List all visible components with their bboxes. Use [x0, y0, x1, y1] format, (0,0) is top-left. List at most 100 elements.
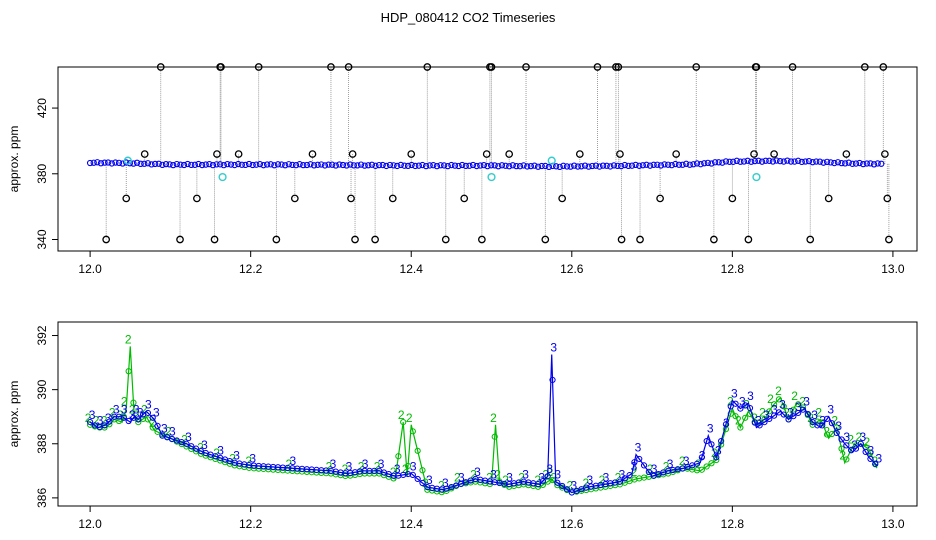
baseline-point	[502, 162, 509, 169]
series-marker-label: 3	[803, 395, 810, 409]
series-marker-label: 3	[811, 408, 818, 422]
baseline-point	[860, 160, 867, 168]
baseline-point	[433, 162, 441, 170]
series-marker-label: 2	[566, 478, 573, 492]
bottom-x-axis: 12.0 12.2 12.4 12.6 12.8 13.0	[78, 506, 905, 531]
series-marker-label: 2	[398, 408, 405, 422]
baseline-point	[238, 161, 245, 168]
baseline-point	[585, 163, 592, 170]
baseline-point	[379, 161, 386, 169]
series-point	[766, 415, 773, 422]
outlier-point	[234, 150, 243, 158]
baseline-point	[693, 160, 701, 167]
baseline-point	[332, 162, 339, 169]
baseline-point	[282, 162, 289, 169]
series-point	[703, 463, 710, 470]
baseline-point	[563, 163, 571, 170]
baseline-point	[791, 158, 798, 165]
series-marker-label: 2	[406, 411, 413, 425]
baseline-point	[852, 160, 860, 167]
baseline-point	[249, 161, 256, 169]
baseline-point	[867, 160, 874, 167]
series-point	[823, 415, 831, 422]
series-marker-label: 3	[619, 468, 626, 482]
series-marker-label: 3	[795, 400, 802, 414]
series-marker-label: 3	[851, 438, 858, 452]
outlier-point	[388, 194, 397, 203]
baseline-point	[834, 159, 842, 166]
series-marker-label: 3	[442, 476, 449, 490]
baseline-point	[123, 159, 130, 166]
series-point	[862, 448, 869, 455]
baseline-point	[235, 160, 242, 168]
series-point	[746, 410, 754, 418]
series-point	[154, 422, 161, 430]
baseline-point	[592, 162, 600, 169]
bottom-y-tick-label: 390	[35, 379, 49, 399]
baseline-point	[708, 160, 715, 167]
baseline-point	[744, 157, 751, 164]
cyan-point	[547, 156, 556, 165]
outlier-point	[770, 150, 778, 158]
series-point	[872, 460, 879, 467]
baseline-point	[289, 161, 296, 169]
outlier-point	[371, 235, 379, 244]
baseline-point	[646, 162, 654, 169]
series-marker-label: 2	[751, 411, 758, 425]
series-point	[192, 445, 200, 452]
baseline-point	[274, 161, 282, 168]
series-marker-label: 2	[847, 432, 854, 446]
baseline-point	[495, 163, 502, 170]
baseline-point	[784, 157, 791, 164]
top-plot-frame	[57, 66, 918, 252]
bottom-plot-frame	[57, 321, 918, 507]
baseline-point	[697, 161, 704, 168]
series-marker-label: 3	[522, 468, 529, 482]
baseline-point	[329, 161, 336, 168]
series-point	[852, 445, 860, 452]
series-marker-label: 2	[129, 403, 136, 417]
bottom-y-axis: 386 388 390 392	[35, 325, 58, 508]
series-point	[409, 471, 416, 478]
series-marker-label: 2	[550, 470, 557, 484]
baseline-point	[419, 161, 426, 169]
series-marker-label: 3	[133, 403, 140, 417]
series-marker-label: 3	[161, 422, 168, 436]
baseline-point	[217, 161, 224, 168]
series-marker-label: 2	[490, 411, 497, 425]
baseline-point	[372, 162, 379, 169]
outlier-point	[272, 235, 281, 244]
baseline-point	[715, 159, 722, 166]
series-marker-label: 3	[506, 470, 513, 484]
series-point	[708, 441, 715, 448]
series-marker-label: 3	[731, 386, 738, 400]
baseline-point	[542, 162, 549, 170]
series-marker-label: 2	[93, 414, 100, 428]
outlier-point	[478, 235, 486, 244]
baseline-point	[451, 162, 459, 169]
outlier-point	[710, 235, 718, 244]
baseline-point	[769, 158, 777, 165]
series-point	[149, 414, 156, 421]
outlier-point	[614, 63, 623, 71]
baseline-point	[90, 159, 97, 166]
baseline-point	[636, 162, 643, 169]
series-point	[409, 428, 416, 435]
series-marker-label: 2	[679, 454, 686, 468]
outlier-point	[140, 150, 149, 158]
outlier-point	[558, 194, 567, 203]
baseline-point	[86, 159, 94, 167]
bottom-x-tick-label: 12.4	[400, 517, 424, 531]
series-point	[737, 405, 744, 412]
series-marker-label: 3	[755, 414, 762, 428]
series-point	[761, 419, 768, 426]
baseline-point	[404, 162, 412, 170]
outlier-point	[210, 235, 219, 244]
series-marker-label: 3	[169, 424, 176, 438]
baseline-point	[177, 161, 184, 168]
baseline-point	[820, 159, 827, 166]
series-marker-label: 3	[201, 438, 208, 452]
series-marker-label: 3	[651, 462, 658, 476]
baseline-point	[162, 160, 170, 168]
